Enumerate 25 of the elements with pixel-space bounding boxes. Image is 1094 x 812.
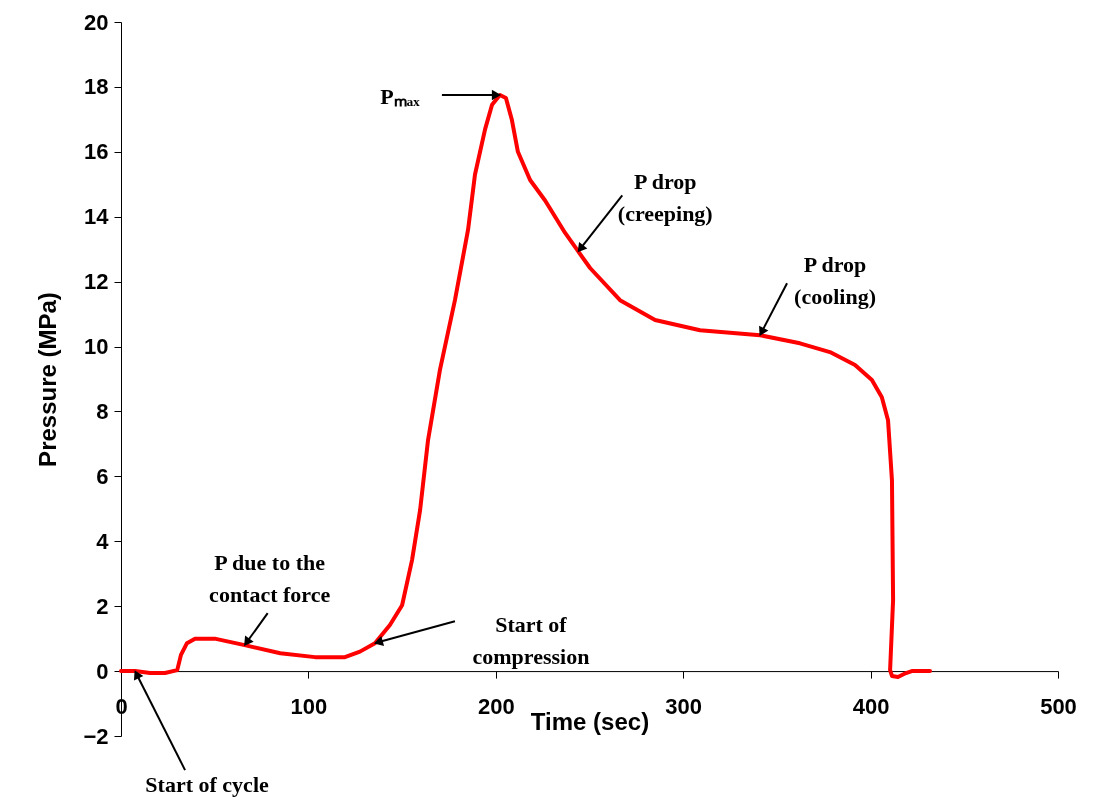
y-tick-label: 6 bbox=[96, 463, 109, 489]
y-tick-label: 14 bbox=[84, 204, 110, 230]
annotation: P drop (creeping) bbox=[617, 169, 713, 227]
y-tick-label: 12 bbox=[84, 269, 109, 295]
annotation: Start of compression bbox=[472, 612, 590, 670]
x-axis-title: Time (sec) bbox=[530, 707, 650, 735]
y-tick-label: 0 bbox=[96, 658, 109, 684]
x-tick-label: 100 bbox=[290, 693, 328, 719]
y-tick-label: 18 bbox=[84, 74, 109, 100]
y-tick-label: −2 bbox=[83, 723, 109, 749]
x-tick-label: 400 bbox=[852, 693, 890, 719]
x-tick-label: 500 bbox=[1040, 693, 1077, 719]
y-tick-label: 8 bbox=[96, 398, 109, 424]
y-tick-label: 4 bbox=[96, 528, 110, 554]
y-tick-label: 2 bbox=[96, 593, 109, 619]
x-tick-label: 300 bbox=[665, 693, 703, 719]
y-axis-title: Pressure (MPa) bbox=[34, 292, 62, 467]
y-tick-label: 10 bbox=[84, 334, 109, 360]
annotation: P due to the contact force bbox=[209, 550, 331, 608]
annotation: Start of cycle bbox=[145, 772, 269, 798]
y-tick-label: 20 bbox=[84, 9, 109, 35]
annotation: P drop (cooling) bbox=[794, 252, 876, 310]
y-tick-label: 16 bbox=[84, 139, 109, 165]
x-tick-label: 200 bbox=[477, 693, 515, 719]
annotation: Pₘₐₓ bbox=[380, 84, 421, 110]
